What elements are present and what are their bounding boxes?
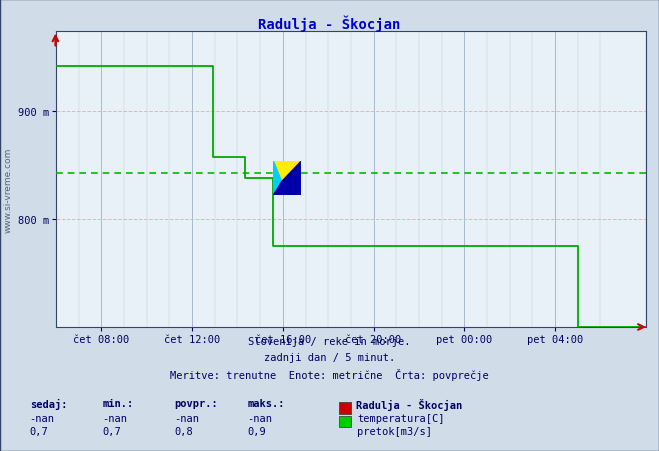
Polygon shape bbox=[273, 162, 281, 196]
Text: Radulja - Škocjan: Radulja - Škocjan bbox=[356, 398, 462, 410]
Text: 0,8: 0,8 bbox=[175, 426, 193, 436]
Text: 0,7: 0,7 bbox=[30, 426, 48, 436]
Text: Meritve: trenutne  Enote: metrične  Črta: povprečje: Meritve: trenutne Enote: metrične Črta: … bbox=[170, 368, 489, 381]
Text: min.:: min.: bbox=[102, 398, 133, 408]
Text: maks.:: maks.: bbox=[247, 398, 285, 408]
Text: -nan: -nan bbox=[175, 413, 200, 423]
Text: www.si-vreme.com: www.si-vreme.com bbox=[4, 147, 13, 232]
Polygon shape bbox=[273, 162, 301, 196]
Text: Radulja - Škocjan: Radulja - Škocjan bbox=[258, 16, 401, 32]
Text: -nan: -nan bbox=[30, 413, 55, 423]
Text: sedaj:: sedaj: bbox=[30, 398, 67, 409]
Text: povpr.:: povpr.: bbox=[175, 398, 218, 408]
Polygon shape bbox=[273, 162, 301, 182]
Text: 0,7: 0,7 bbox=[102, 426, 121, 436]
Text: -nan: -nan bbox=[102, 413, 127, 423]
Text: temperatura[C]: temperatura[C] bbox=[357, 413, 445, 423]
Text: 0,9: 0,9 bbox=[247, 426, 266, 436]
Text: -nan: -nan bbox=[247, 413, 272, 423]
Text: Slovenija / reke in morje.: Slovenija / reke in morje. bbox=[248, 336, 411, 346]
Text: pretok[m3/s]: pretok[m3/s] bbox=[357, 426, 432, 436]
Text: zadnji dan / 5 minut.: zadnji dan / 5 minut. bbox=[264, 352, 395, 362]
